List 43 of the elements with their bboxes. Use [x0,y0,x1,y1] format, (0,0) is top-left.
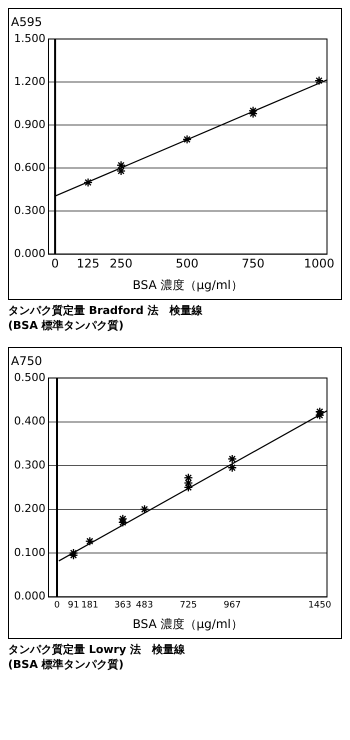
x-tick-label: 363 [114,600,132,611]
point [68,550,78,560]
text: タンパク質定量 Lowry 法 検量線 [8,642,186,657]
y-tick-label: 1.500 [14,32,46,45]
point [314,76,324,86]
y-tick-label: 0.000 [14,247,46,260]
text: (BSA 標準タンパク質) [8,318,125,333]
x-tick-label: 1000 [304,256,334,271]
y-tick-label: 0.600 [14,160,46,174]
text: タンパク質定量 Bradford 法 検量線 [8,303,204,318]
x-tick-label: 0 [54,600,60,611]
y-tick-label: 0.200 [14,502,46,516]
y-tick-label: 0.400 [14,414,46,428]
x-tick-label: 250 [110,256,133,271]
y-tick-label: 1.200 [14,74,46,88]
point [228,454,237,464]
y-axis-title: A595 [11,15,42,30]
x-tick-label: 500 [176,256,199,271]
x-tick-label: 0 [51,256,59,271]
x-tick-label: 967 [224,600,241,611]
text: (BSA 標準タンパク質) [8,657,125,672]
x-tick-label: 91 [68,600,80,611]
y-tick-label: 0.300 [14,458,46,472]
x-tick-label: 181 [81,600,98,611]
x-axis-title: BSA 濃度（μg/ml） [132,278,243,292]
x-tick-label: 725 [180,600,197,611]
y-tick-label: 0.000 [14,590,46,603]
point [68,548,78,558]
point [182,134,192,144]
y-tick-label: 0.100 [14,546,46,559]
y-tick-label: 0.300 [14,204,46,218]
y-axis-title: A750 [11,354,42,368]
x-axis-title: BSA 濃度（μg/ml） [132,616,243,631]
x-tick-label: 1450 [308,600,332,611]
point [228,463,237,472]
x-tick-label: 750 [242,256,265,271]
y-tick-label: 0.900 [14,118,46,131]
y-tick-label: 0.500 [14,370,46,384]
x-tick-label: 125 [76,256,100,271]
x-tick-label: 483 [136,600,154,611]
point [140,504,150,514]
point [83,178,93,188]
point [85,536,94,546]
